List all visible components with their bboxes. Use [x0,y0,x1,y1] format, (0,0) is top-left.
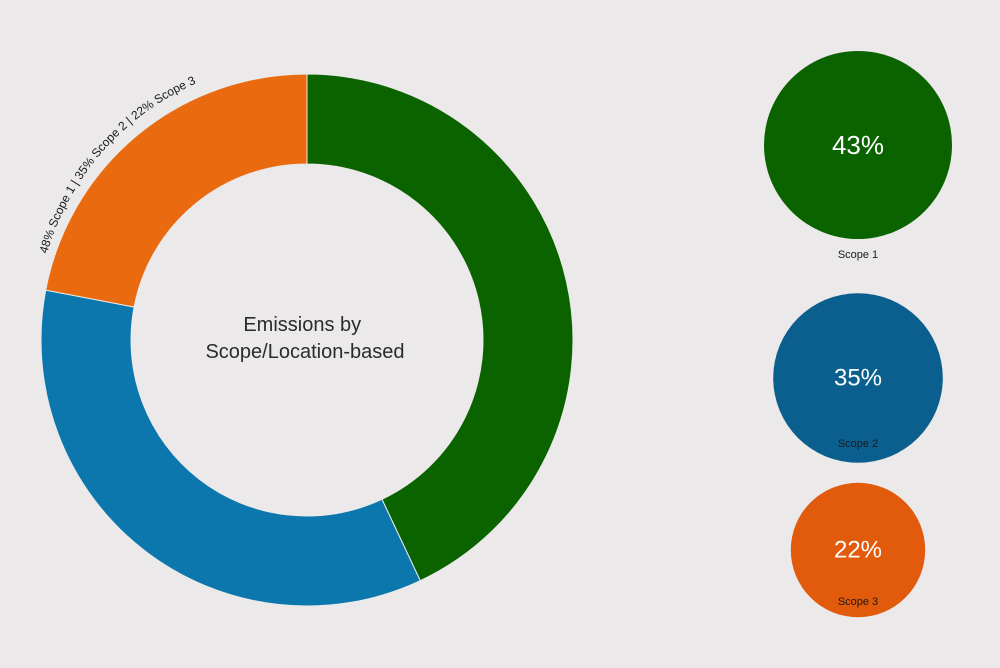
bubble-scope-1 [764,51,952,239]
bubble-value-scope-3: 22% [834,537,882,564]
donut-chart [40,73,574,607]
bubble-value-scope-2: 35% [834,365,882,392]
chart-title-line-2: Scope/Location-based [205,341,404,363]
bubble-label-scope-2: Scope 2 [838,438,878,450]
bubble-label-scope-3: Scope 3 [838,596,878,608]
donut-slice-scope-1 [306,73,574,582]
bubble-scope-3 [790,482,926,618]
donut-slice-scope-2 [40,289,421,607]
bubble-value-scope-1: 43% [832,130,884,160]
bubble-scope-2 [773,293,943,463]
donut-slice-scope-3 [45,73,308,308]
scope-bubbles: 43% Scope 1 35% Scope 2 22% Scope 3 [764,51,952,618]
chart-title: Emissions by Scope/Location-based [205,314,404,363]
chart-title-line-1: Emissions by [243,314,361,336]
bubble-label-scope-1: Scope 1 [838,249,878,261]
